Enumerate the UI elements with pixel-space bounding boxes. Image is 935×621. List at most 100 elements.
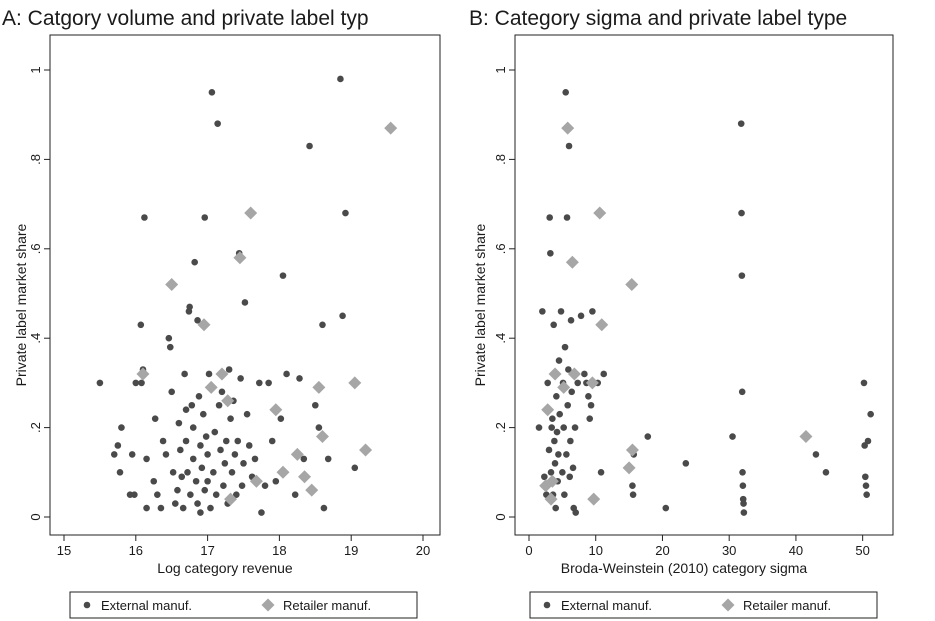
y-tick-label: 1	[28, 66, 43, 73]
data-point-circle	[184, 469, 191, 476]
data-point-circle	[277, 415, 285, 422]
data-point-circle	[738, 388, 746, 396]
data-point-circle	[151, 415, 159, 422]
data-point-circle	[306, 142, 313, 150]
series-retailer	[136, 121, 398, 506]
series-external	[535, 89, 874, 516]
data-point-circle	[549, 415, 556, 422]
data-point-circle	[162, 451, 170, 458]
data-point-circle	[233, 491, 240, 498]
y-tick-label: .2	[493, 422, 508, 433]
data-point-diamond	[276, 465, 290, 479]
data-point-diamond	[557, 380, 571, 394]
y-tick-label: .6	[28, 243, 43, 254]
data-point-circle	[245, 442, 253, 449]
data-point-circle	[182, 437, 190, 445]
data-point-diamond	[799, 430, 813, 444]
y-axis-label: Private label market share	[472, 223, 488, 386]
data-point-circle	[738, 272, 746, 279]
data-point-circle	[283, 370, 290, 378]
data-point-diamond	[315, 430, 329, 444]
data-point-circle	[178, 473, 186, 481]
x-tick-label: 30	[722, 543, 736, 558]
data-point-circle	[243, 410, 251, 418]
data-point-circle	[154, 491, 161, 498]
data-point-circle	[214, 120, 221, 127]
data-point-circle	[644, 433, 652, 440]
data-point-diamond	[593, 206, 607, 220]
data-point-diamond	[625, 278, 639, 292]
data-point-circle	[238, 482, 246, 490]
data-point-circle	[187, 491, 194, 498]
data-point-diamond	[269, 403, 283, 417]
data-point-circle	[337, 75, 344, 83]
data-point-circle	[682, 460, 690, 467]
data-point-circle	[563, 451, 570, 458]
data-point-diamond	[215, 367, 229, 381]
y-tick-label: .8	[28, 154, 43, 165]
data-point-circle	[324, 455, 332, 463]
data-point-circle	[225, 366, 233, 373]
data-point-circle	[567, 437, 574, 445]
data-point-circle	[204, 451, 211, 458]
data-point-circle	[258, 509, 265, 516]
data-point-circle	[562, 89, 570, 96]
data-point-circle	[739, 469, 746, 476]
data-point-circle	[740, 509, 748, 516]
data-point-circle	[268, 437, 276, 445]
data-point-circle	[143, 455, 150, 463]
data-point-diamond	[197, 318, 211, 332]
x-tick-label: 16	[129, 543, 143, 558]
y-axis-label: Private label market share	[13, 223, 29, 386]
data-point-diamond	[305, 483, 319, 497]
data-point-circle	[577, 312, 585, 320]
data-point-circle	[572, 509, 580, 516]
data-point-circle	[565, 142, 573, 150]
legend: External manuf. Retailer manuf.	[529, 591, 878, 619]
data-point-circle	[194, 500, 201, 507]
data-point-circle	[201, 486, 209, 494]
data-point-circle	[110, 451, 118, 458]
data-point-diamond	[585, 376, 599, 390]
panel-b: B: Category sigma and private label type…	[469, 7, 894, 619]
data-point-circle	[544, 379, 551, 387]
y-tick-label: .4	[493, 333, 508, 344]
x-tick-label: 10	[588, 543, 602, 558]
data-point-circle	[565, 366, 572, 373]
legend-marker-diamond	[721, 598, 735, 612]
data-point-diamond	[587, 492, 601, 506]
data-point-circle	[739, 482, 747, 490]
chart-title: B: Category sigma and private label type	[469, 7, 847, 30]
data-point-circle	[568, 388, 576, 396]
data-point-circle	[545, 446, 553, 454]
data-point-circle	[138, 379, 145, 387]
data-point-circle	[629, 482, 636, 490]
data-point-diamond	[136, 367, 150, 381]
data-point-circle	[143, 504, 150, 512]
data-point-circle	[574, 379, 582, 387]
data-point-diamond	[548, 367, 562, 381]
y-tick-label: .4	[28, 333, 43, 344]
data-point-circle	[128, 451, 136, 458]
data-point-circle	[860, 379, 868, 387]
data-point-circle	[204, 477, 211, 485]
data-point-circle	[265, 379, 272, 387]
data-point-circle	[207, 504, 214, 512]
data-point-circle	[541, 473, 548, 481]
data-point-circle	[169, 469, 177, 476]
legend-label-external: External manuf.	[101, 598, 192, 613]
data-point-circle	[222, 437, 230, 445]
data-point-circle	[202, 433, 210, 440]
data-point-circle	[557, 308, 565, 315]
legend-label-external: External manuf.	[561, 598, 652, 613]
data-point-circle	[312, 401, 319, 409]
data-point-circle	[210, 469, 217, 476]
data-point-circle	[182, 406, 190, 414]
data-point-circle	[261, 482, 269, 490]
data-point-diamond	[204, 380, 218, 394]
data-point-circle	[251, 455, 259, 463]
x-tick-label: 50	[855, 543, 869, 558]
x-tick-label: 40	[789, 543, 803, 558]
data-point-circle	[192, 477, 200, 485]
data-point-diamond	[625, 443, 639, 457]
